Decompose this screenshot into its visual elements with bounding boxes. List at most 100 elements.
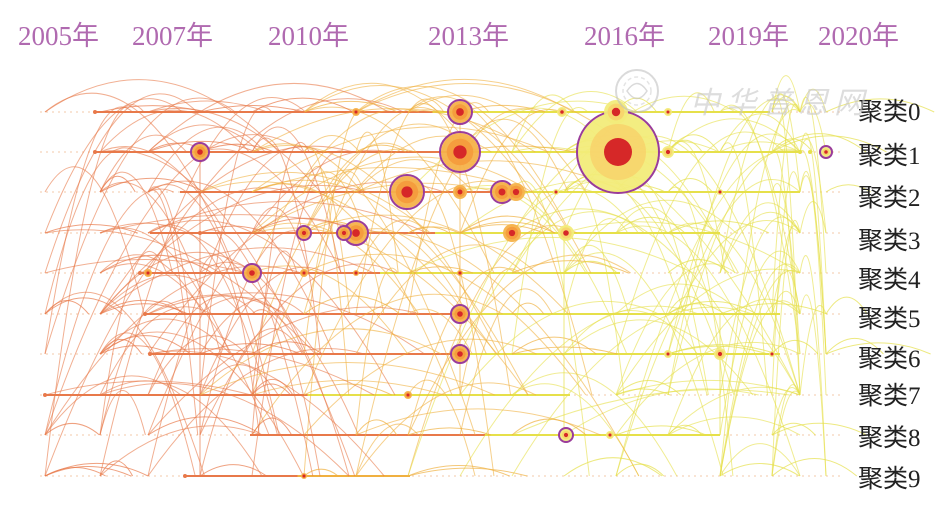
citation-arc	[147, 294, 286, 315]
citation-node	[664, 350, 672, 358]
timeline-dot	[183, 474, 187, 478]
citation-arc	[199, 296, 360, 436]
citation-arc	[407, 379, 476, 477]
citation-arc	[799, 88, 827, 113]
watermark-logo-icon	[615, 69, 659, 113]
citation-arc	[719, 211, 801, 274]
citation-arc	[303, 100, 398, 113]
citation-arc	[147, 306, 421, 436]
citation-arc	[44, 98, 183, 234]
citation-arc	[44, 93, 198, 274]
citation-node	[296, 225, 312, 241]
citation-arc	[44, 79, 280, 153]
citation-arc	[563, 260, 618, 274]
citation-node	[242, 263, 262, 283]
citation-arc	[511, 187, 639, 234]
citation-node	[301, 473, 307, 479]
citation-arc	[99, 109, 250, 153]
citation-arc	[615, 131, 785, 355]
citation-arc	[563, 218, 629, 315]
citation-arc	[99, 227, 231, 355]
citation-arc	[99, 251, 255, 315]
citation-arc	[251, 141, 310, 436]
citation-arc	[199, 181, 497, 355]
citation-arc	[199, 328, 442, 396]
citation-arc	[251, 126, 342, 274]
citation-arc	[719, 109, 801, 477]
citation-arc	[563, 309, 698, 355]
citation-arc	[355, 144, 407, 153]
citation-arc	[459, 109, 563, 234]
citation-node	[453, 185, 467, 199]
citation-arc	[251, 182, 498, 234]
citation-arc	[303, 107, 438, 315]
citation-arc	[799, 255, 827, 477]
citation-arc	[511, 346, 618, 355]
citation-arc	[99, 146, 226, 234]
citation-arc	[771, 93, 801, 193]
citation-arc	[44, 166, 145, 315]
citation-arc	[199, 328, 303, 477]
year-label-2005: 2005年	[18, 21, 99, 51]
citation-arc	[771, 269, 801, 315]
citation-arc	[99, 105, 206, 113]
citation-arc	[615, 341, 801, 436]
citation-node	[447, 99, 473, 125]
citation-arc	[771, 135, 887, 153]
citation-arc	[99, 181, 222, 355]
citation-arc	[799, 149, 827, 355]
citation-arc	[44, 375, 182, 436]
citation-arc	[147, 98, 404, 274]
citation-arc	[44, 265, 302, 436]
citation-node	[819, 145, 833, 159]
citation-arc	[303, 383, 392, 396]
citation-arc	[251, 97, 354, 113]
citation-arc	[771, 96, 801, 113]
citation-arc	[355, 219, 429, 274]
citation-arc	[459, 215, 555, 234]
citation-arc	[667, 345, 768, 355]
citation-arc	[355, 267, 399, 436]
citation-arc	[251, 227, 529, 396]
citation-arc	[251, 383, 291, 396]
citation-arc	[355, 131, 399, 274]
citation-arc	[719, 202, 801, 274]
citation-node	[714, 348, 726, 360]
citation-arc	[615, 425, 707, 436]
citation-arc	[251, 143, 476, 436]
citation-arc	[147, 100, 268, 113]
citation-arc	[199, 361, 495, 396]
citation-node	[439, 131, 481, 173]
citation-arc	[771, 138, 813, 153]
citation-arc	[251, 341, 323, 355]
citation-arc	[99, 306, 212, 396]
citation-arc	[251, 265, 409, 355]
citation-arc	[303, 338, 537, 436]
citation-arc	[719, 113, 801, 153]
citation-arc	[799, 132, 827, 355]
citation-arc	[99, 382, 350, 477]
citation-arc	[825, 296, 868, 315]
citation-arc	[719, 104, 801, 355]
citation-arc	[147, 348, 375, 396]
citation-arc	[99, 301, 183, 436]
citation-arc	[771, 384, 801, 477]
citation-arc	[199, 254, 260, 436]
citation-node	[662, 146, 674, 158]
citation-arc	[199, 105, 305, 113]
timeline-dot	[148, 352, 152, 356]
citation-arc	[147, 108, 321, 193]
year-label-2013: 2013年	[428, 21, 509, 51]
citation-arc	[251, 378, 294, 396]
cluster-label-4: 聚类4	[858, 267, 921, 294]
cluster-label-7: 聚类7	[858, 383, 921, 410]
citation-arc	[44, 188, 174, 436]
citation-arc	[459, 300, 659, 396]
citation-arc	[199, 297, 305, 355]
citation-arc	[459, 288, 553, 436]
citation-arc	[615, 206, 726, 355]
citation-arc	[667, 148, 801, 396]
citation-arc	[99, 299, 186, 315]
citation-arc	[303, 146, 350, 396]
citation-arc	[147, 416, 263, 436]
